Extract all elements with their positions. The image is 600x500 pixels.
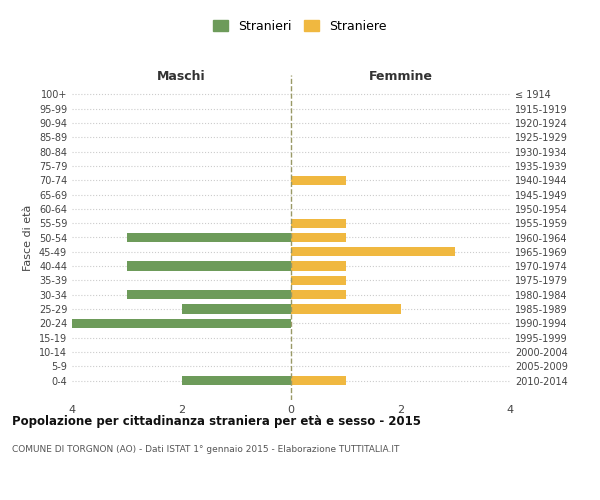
Text: Femmine: Femmine <box>368 70 433 83</box>
Text: Popolazione per cittadinanza straniera per età e sesso - 2015: Popolazione per cittadinanza straniera p… <box>12 415 421 428</box>
Bar <box>291 290 346 300</box>
Bar <box>182 376 291 385</box>
Bar <box>127 262 291 271</box>
Bar <box>291 233 346 242</box>
Bar <box>291 304 401 314</box>
Bar <box>291 247 455 256</box>
Bar <box>291 218 346 228</box>
Y-axis label: Fasce di età: Fasce di età <box>23 204 33 270</box>
Bar <box>291 376 346 385</box>
Bar <box>291 176 346 185</box>
Bar <box>182 304 291 314</box>
Bar <box>127 290 291 300</box>
Text: Maschi: Maschi <box>157 70 206 83</box>
Bar <box>291 262 346 271</box>
Bar <box>291 276 346 285</box>
Legend: Stranieri, Straniere: Stranieri, Straniere <box>209 16 391 37</box>
Text: COMUNE DI TORGNON (AO) - Dati ISTAT 1° gennaio 2015 - Elaborazione TUTTITALIA.IT: COMUNE DI TORGNON (AO) - Dati ISTAT 1° g… <box>12 445 400 454</box>
Bar <box>72 318 291 328</box>
Bar <box>127 233 291 242</box>
